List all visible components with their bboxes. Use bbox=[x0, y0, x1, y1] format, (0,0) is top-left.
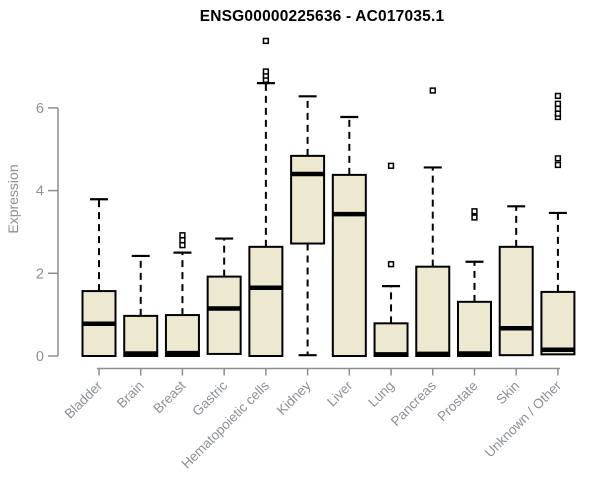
y-tick-label: 6 bbox=[36, 101, 44, 117]
x-tick-label-breast: Breast bbox=[150, 378, 188, 416]
box-hematopoietic-cells bbox=[248, 245, 284, 357]
x-tick-label-prostate: Prostate bbox=[434, 378, 480, 424]
box-liver bbox=[331, 173, 367, 357]
x-tick-label-lung: Lung bbox=[365, 378, 397, 410]
box-lung bbox=[373, 322, 409, 357]
box-prostate bbox=[456, 300, 492, 358]
outlier-prostate bbox=[471, 208, 478, 215]
y-axis-title: Expression bbox=[5, 164, 21, 234]
outlier-breast bbox=[179, 232, 186, 239]
outlier-unknown-other bbox=[554, 155, 562, 162]
outlier-pancreas bbox=[429, 87, 436, 94]
x-tick-label-pancreas: Pancreas bbox=[388, 378, 439, 429]
outlier-breast bbox=[179, 237, 186, 244]
x-tick-label-unknown-other: Unknown / Other bbox=[482, 378, 565, 461]
outlier-hematopoietic-cells bbox=[262, 68, 270, 75]
outlier-prostate bbox=[471, 214, 478, 221]
box-unknown-other bbox=[540, 290, 576, 356]
outlier-hematopoietic-cells bbox=[262, 37, 270, 45]
box-breast bbox=[164, 314, 200, 358]
outlier-unknown-other bbox=[554, 100, 562, 107]
x-tick-label-skin: Skin bbox=[493, 378, 522, 407]
outlier-unknown-other bbox=[554, 161, 562, 169]
y-tick-label: 4 bbox=[36, 184, 44, 200]
box-pancreas bbox=[415, 265, 451, 357]
x-tick-label-liver: Liver bbox=[324, 378, 356, 410]
chart-title: ENSG00000225636 - AC017035.1 bbox=[199, 8, 445, 25]
box-skin bbox=[498, 245, 534, 357]
outlier-unknown-other bbox=[554, 110, 562, 117]
box-brain bbox=[123, 314, 159, 358]
outlier-lung bbox=[387, 261, 395, 268]
outlier-unknown-other bbox=[554, 105, 562, 112]
x-tick-label-brain: Brain bbox=[114, 378, 147, 411]
outlier-lung bbox=[387, 162, 395, 169]
box-kidney bbox=[290, 154, 326, 245]
x-tick-label-bladder: Bladder bbox=[62, 378, 106, 422]
x-tick-label-gastric: Gastric bbox=[189, 378, 230, 419]
outlier-unknown-other bbox=[554, 92, 562, 100]
x-tick-label-kidney: Kidney bbox=[274, 378, 314, 418]
y-tick-label: 2 bbox=[36, 266, 44, 282]
box-gastric bbox=[206, 275, 242, 355]
y-tick-label: 0 bbox=[36, 349, 44, 365]
outlier-breast bbox=[179, 242, 186, 249]
